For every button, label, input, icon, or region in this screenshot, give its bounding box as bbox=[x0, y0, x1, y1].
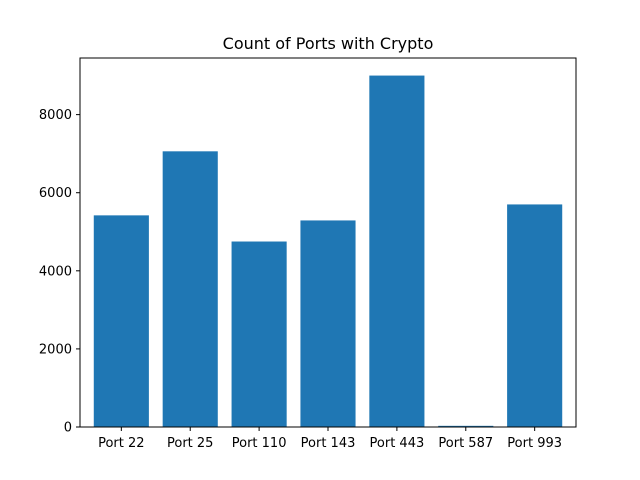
chart-title: Count of Ports with Crypto bbox=[223, 34, 434, 53]
bars-group bbox=[93, 75, 563, 427]
x-tick-label: Port 587 bbox=[438, 436, 493, 451]
x-tick-label: Port 143 bbox=[301, 436, 356, 451]
y-tick-label: 6000 bbox=[39, 186, 72, 201]
plot-area-frame bbox=[79, 57, 577, 428]
bar-port-993 bbox=[507, 204, 563, 427]
x-axis-ticks: Port 22 Port 25 Port 110 Port 143 Port 443 Po… bbox=[98, 427, 562, 451]
y-tick-label: 4000 bbox=[39, 264, 72, 279]
x-tick-label: Port 22 bbox=[98, 436, 144, 451]
x-tick-label: Port 443 bbox=[370, 436, 425, 451]
bar-port-587 bbox=[438, 425, 494, 427]
y-tick-label: 0 bbox=[64, 421, 72, 436]
bar-port-22 bbox=[93, 215, 149, 427]
x-tick-label: Port 110 bbox=[232, 436, 287, 451]
x-tick-label: Port 993 bbox=[507, 436, 562, 451]
bar-port-25 bbox=[162, 151, 218, 427]
bar-port-143 bbox=[300, 220, 356, 427]
y-tick-label: 8000 bbox=[39, 108, 72, 123]
y-tick-label: 2000 bbox=[39, 342, 72, 357]
x-tick-label: Port 25 bbox=[167, 436, 213, 451]
bar-port-110 bbox=[231, 241, 287, 427]
y-axis-ticks: 0 2000 4000 6000 8000 bbox=[39, 108, 80, 436]
bar-port-443 bbox=[369, 75, 425, 427]
